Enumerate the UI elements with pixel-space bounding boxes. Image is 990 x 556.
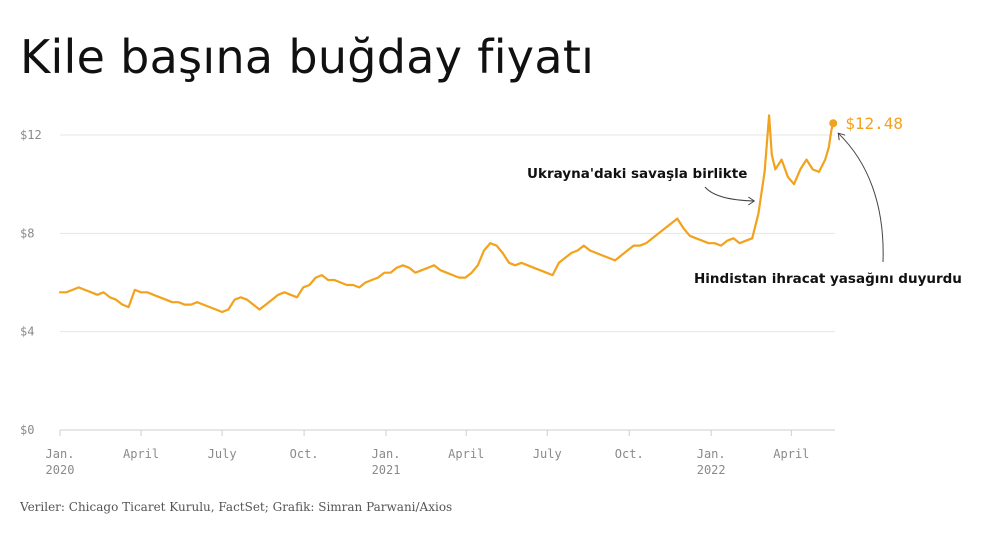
annotation-india-arrow	[837, 132, 884, 263]
end-point-marker	[829, 119, 838, 128]
annotation-war-arrowhead	[748, 196, 756, 206]
price-line	[58, 114, 835, 314]
x-tick-year-label: 2020	[46, 463, 75, 477]
x-tick-label: April	[448, 447, 484, 461]
price-series: $12.48	[58, 114, 903, 314]
end-value-label: $12.48	[845, 114, 903, 133]
gridlines: $0 $4 $8 $12	[20, 128, 835, 437]
chart-title: Kile başına buğday fiyatı	[20, 30, 595, 84]
x-tick-label: Jan.	[697, 447, 726, 461]
annotation-war-arrow	[704, 186, 755, 202]
x-tick-label: Jan.	[46, 447, 75, 461]
annotation-india-arrowhead	[837, 132, 846, 141]
x-tick-year-label: 2021	[372, 463, 401, 477]
y-tick-label: $8	[20, 226, 34, 240]
y-tick-label: $4	[20, 325, 34, 339]
x-tick-year-label: 2022	[697, 463, 726, 477]
x-tick-label: April	[123, 447, 159, 461]
y-tick-label: $12	[20, 128, 42, 142]
annotation-war-label: Ukrayna'daki savaşla birlikte	[527, 166, 747, 182]
x-tick-label: April	[773, 447, 809, 461]
source-note: Veriler: Chicago Ticaret Kurulu, FactSet…	[20, 500, 453, 514]
x-tick-label: Jan.	[372, 447, 401, 461]
x-tick-label: Oct.	[290, 447, 319, 461]
annotations: Ukrayna'daki savaşla birlikte Hindistan i…	[527, 132, 962, 287]
x-tick-label: Oct.	[615, 447, 644, 461]
y-tick-label: $0	[20, 423, 34, 437]
x-tick-label: July	[533, 447, 562, 461]
annotation-india-label: Hindistan ihracat yasağını duyurdu	[694, 271, 962, 287]
x-tick-label: July	[208, 447, 237, 461]
x-axis: Jan. 2020 April July Oct. Jan. 2021 April July Oc…	[46, 430, 809, 477]
